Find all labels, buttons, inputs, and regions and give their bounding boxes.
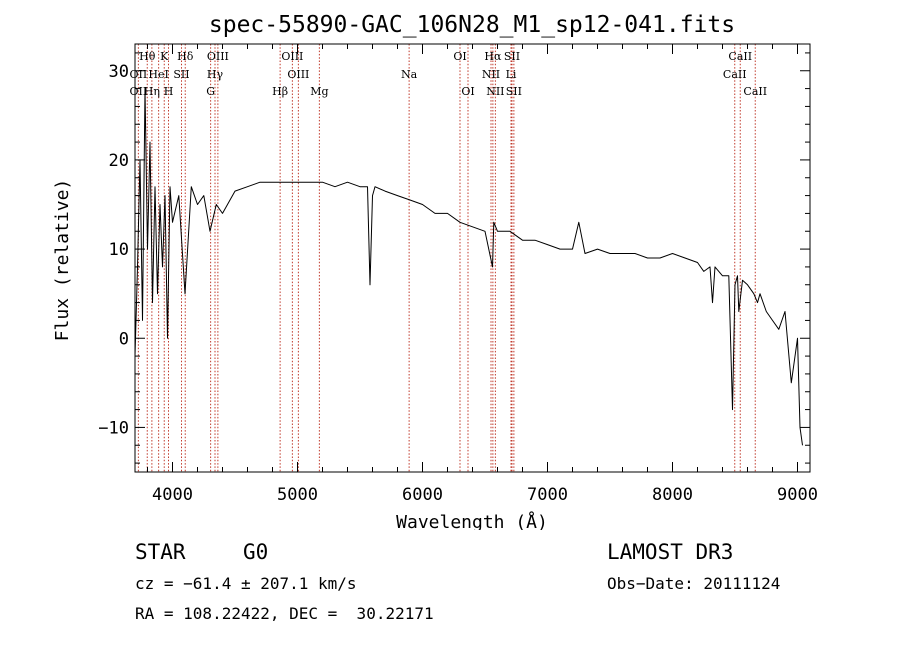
object-subclass: G0 (243, 540, 269, 564)
x-tick-label: 8000 (652, 485, 693, 505)
y-tick-label: 10 (109, 240, 129, 260)
line-label: Hβ (272, 85, 288, 98)
line-label: Hη (144, 85, 160, 98)
x-axis: 4000 5000 6000 7000 8000 9000 (147, 44, 818, 505)
line-label: OIII (281, 50, 303, 63)
observation-date: Obs−Date: 20111124 (607, 574, 781, 593)
spectrum-chart: spec-55890-GAC_106N28_M1_sp12-041.fits H… (52, 12, 818, 530)
survey-name: LAMOST DR3 (607, 540, 734, 564)
line-label: SII (504, 50, 520, 63)
line-label: OII (130, 68, 148, 81)
line-label: OIII (207, 50, 229, 63)
line-label: H (164, 85, 174, 98)
line-label: OI (461, 85, 474, 98)
line-label: SII (173, 68, 189, 81)
x-axis-label: Wavelength (Å) (396, 511, 548, 530)
line-label: NII (482, 68, 500, 81)
y-tick-label: −10 (98, 418, 129, 438)
x-tick-label: 9000 (777, 485, 818, 505)
line-label: Hθ (139, 50, 156, 63)
line-label: Hδ (177, 50, 194, 63)
coordinates: RA = 108.22422, DEC = 30.22171 (135, 604, 434, 623)
line-label: Na (401, 68, 418, 81)
line-label: CaII (723, 68, 747, 81)
line-label: Mg (310, 85, 328, 98)
line-label: Li (506, 68, 517, 81)
y-tick-label: 20 (109, 151, 129, 171)
y-tick-label: 30 (109, 62, 129, 82)
line-label: Hγ (207, 68, 224, 81)
chart-title: spec-55890-GAC_106N28_M1_sp12-041.fits (209, 12, 735, 38)
line-label: OIII (287, 68, 309, 81)
line-label: Hα (484, 50, 502, 63)
line-label: OI (453, 50, 466, 63)
line-label: CaII (743, 85, 767, 98)
line-label: G (206, 85, 215, 98)
x-tick-label: 6000 (402, 485, 443, 505)
plot-frame (134, 43, 811, 473)
x-tick-label: 7000 (527, 485, 568, 505)
x-tick-label: 4000 (152, 485, 193, 505)
x-tick-label: 5000 (277, 485, 318, 505)
series-layer (134, 88, 803, 446)
line-label: CaII (728, 50, 752, 63)
y-tick-label: 0 (119, 329, 129, 349)
line-markers (137, 44, 756, 472)
line-label: HeI (148, 68, 168, 81)
line-label: SII (506, 85, 522, 98)
line-label: NII (486, 85, 504, 98)
line-label: OII (130, 85, 148, 98)
y-axis-label: Flux (relative) (52, 179, 73, 342)
y-axis: −10 0 10 20 30 (98, 52, 810, 464)
line-label: K (160, 50, 169, 63)
redshift-velocity: cz = −61.4 ± 207.1 km/s (135, 574, 357, 593)
object-class: STAR (135, 540, 186, 564)
flux-series (134, 88, 803, 446)
